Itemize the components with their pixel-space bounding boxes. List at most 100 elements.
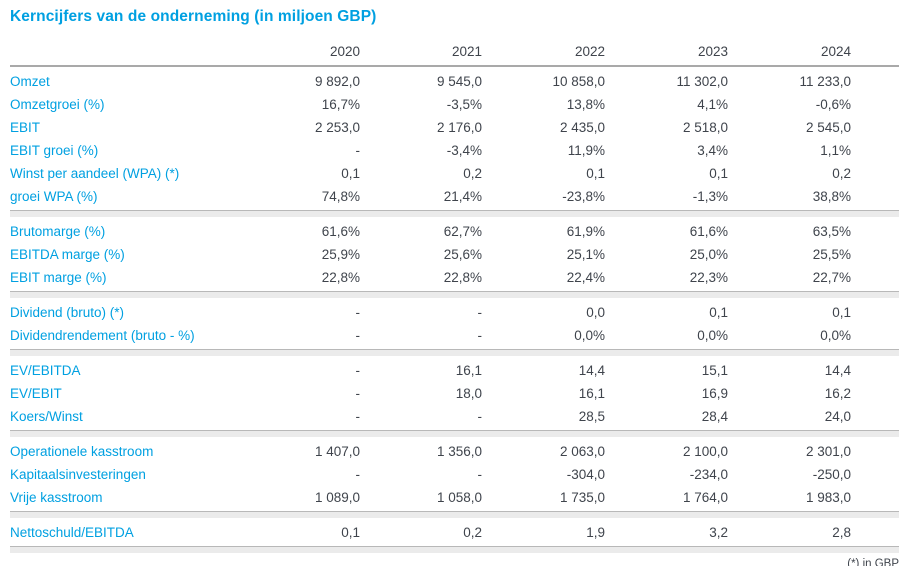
row-label: Operationele kasstroom — [10, 444, 154, 459]
row-label: Koers/Winst — [10, 409, 83, 424]
cell-value: 2 100,0 — [682, 444, 728, 459]
cell-value: 0,1 — [341, 166, 360, 181]
cell-value: 2 545,0 — [805, 120, 851, 135]
table-row: EBITDA marge (%) 25,9% 25,6% 25,1% 25,0% 25,5… — [10, 243, 899, 266]
table-row: EV/EBIT - 18,0 16,1 16,9 16,2 — [10, 382, 899, 405]
cell-value: 0,1 — [586, 166, 605, 181]
cell-value: -3,5% — [446, 97, 482, 112]
cell-value: 25,5% — [812, 247, 851, 262]
cell-value: 61,6% — [689, 224, 728, 239]
cell-value: 22,8% — [443, 270, 482, 285]
key-figures-table: 2020 2021 2022 2023 2024 Omzet 9 892,0 9 5… — [10, 40, 899, 553]
cell-value: 16,1 — [578, 386, 605, 401]
cell-value: 22,4% — [566, 270, 605, 285]
cell-value: - — [355, 363, 361, 378]
column-header-2023: 2023 — [605, 40, 728, 67]
cell-value: - — [477, 409, 483, 424]
table-row: EBIT 2 253,0 2 176,0 2 435,0 2 518,0 2 545,0 — [10, 116, 899, 139]
row-label: Dividendrendement (bruto - %) — [10, 328, 195, 343]
row-label: EBIT groei (%) — [10, 143, 99, 158]
cell-value: 11,9% — [567, 143, 605, 158]
cell-value: 0,1 — [832, 305, 851, 320]
table-row: EV/EBITDA - 16,1 14,4 15,1 14,4 — [10, 356, 899, 382]
table-body: Omzet 9 892,0 9 545,0 10 858,0 11 302,0 11 23… — [10, 66, 899, 553]
cell-value: 11 233,0 — [799, 74, 851, 89]
footnotes: (*) in GBP Bron: LSEG Datastream en KBC … — [10, 557, 899, 566]
row-label: Omzet — [10, 74, 50, 89]
section-divider-bar — [10, 208, 899, 217]
cell-value: 0,1 — [709, 166, 728, 181]
cell-value: 62,7% — [443, 224, 482, 239]
row-label: EV/EBIT — [10, 386, 62, 401]
cell-value: 10 858,0 — [552, 74, 605, 89]
cell-value: 9 892,0 — [314, 74, 360, 89]
cell-value: -0,6% — [815, 97, 851, 112]
section-divider-bar — [10, 289, 899, 298]
section-divider-bar — [10, 509, 899, 518]
table-row: Omzetgroei (%) 16,7% -3,5% 13,8% 4,1% -0,6% — [10, 93, 899, 116]
cell-value: 16,2 — [824, 386, 851, 401]
page-title: Kerncijfers van de onderneming (in miljo… — [10, 8, 377, 25]
cell-value: 0,2 — [832, 166, 851, 181]
cell-value: 1 407,0 — [314, 444, 360, 459]
cell-value: -250,0 — [812, 467, 851, 482]
table-row: Omzet 9 892,0 9 545,0 10 858,0 11 302,0 11 23… — [10, 66, 899, 93]
column-header-2022: 2022 — [482, 40, 605, 67]
cell-value: 3,2 — [709, 525, 728, 540]
section-divider — [10, 509, 899, 518]
cell-value: 4,1% — [697, 97, 728, 112]
cell-value: 25,1% — [566, 247, 605, 262]
row-label: groei WPA (%) — [10, 189, 98, 204]
cell-value: 1,1% — [820, 143, 851, 158]
table-row: Dividend (bruto) (*) - - 0,0 0,1 0,1 — [10, 298, 899, 324]
row-label: Winst per aandeel (WPA) (*) — [10, 166, 180, 181]
cell-value: 0,0% — [574, 328, 605, 343]
cell-value: 2,8 — [832, 525, 851, 540]
cell-value: 1 735,0 — [559, 490, 605, 505]
cell-value: - — [355, 409, 361, 424]
table-row: Kapitaalsinvesteringen - - -304,0 -234,0 -250… — [10, 463, 899, 486]
cell-value: 0,0% — [820, 328, 851, 343]
section-divider-bar — [10, 544, 899, 553]
cell-value: 2 063,0 — [559, 444, 605, 459]
row-label: EBIT — [10, 120, 41, 135]
cell-value: 14,4 — [824, 363, 851, 378]
row-label: Kapitaalsinvesteringen — [10, 467, 146, 482]
section-divider — [10, 544, 899, 553]
cell-value: 74,8% — [321, 189, 360, 204]
cell-value: - — [355, 328, 361, 343]
table-row: Dividendrendement (bruto - %) - - 0,0% 0,0% 0… — [10, 324, 899, 347]
table-row: Operationele kasstroom 1 407,0 1 356,0 2 06… — [10, 437, 899, 463]
cell-value: 25,9% — [321, 247, 360, 262]
cell-value: -3,4% — [446, 143, 482, 158]
cell-value: 22,8% — [321, 270, 360, 285]
cell-value: - — [355, 386, 361, 401]
section-divider-bar — [10, 347, 899, 356]
cell-value: 11 302,0 — [676, 74, 728, 89]
cell-value: 2 301,0 — [805, 444, 851, 459]
table-row: Vrije kasstroom 1 089,0 1 058,0 1 735,0 1 76… — [10, 486, 899, 509]
row-label: Dividend (bruto) (*) — [10, 305, 125, 320]
cell-value: 2 253,0 — [314, 120, 360, 135]
cell-value: 2 435,0 — [559, 120, 605, 135]
cell-value: 63,5% — [812, 224, 851, 239]
unit-footnote: (*) in GBP — [847, 558, 899, 566]
table-row: EBIT groei (%) - -3,4% 11,9% 3,4% 1,1% — [10, 139, 899, 162]
cell-value: - — [477, 328, 483, 343]
column-header-2020: 2020 — [272, 40, 360, 67]
section-divider-bar — [10, 428, 899, 437]
column-header-2024: 2024 — [728, 40, 899, 67]
header-row: 2020 2021 2022 2023 2024 — [10, 40, 899, 67]
table-header: 2020 2021 2022 2023 2024 — [10, 40, 899, 67]
row-label: EBITDA marge (%) — [10, 247, 125, 262]
row-label: EV/EBITDA — [10, 363, 81, 378]
cell-value: 2 518,0 — [682, 120, 728, 135]
cell-value: 25,6% — [443, 247, 482, 262]
row-label: Omzetgroei (%) — [10, 97, 105, 112]
cell-value: - — [477, 305, 483, 320]
cell-value: 13,8% — [566, 97, 605, 112]
cell-value: 61,6% — [321, 224, 360, 239]
cell-value: 1 089,0 — [314, 490, 360, 505]
cell-value: 0,1 — [341, 525, 360, 540]
